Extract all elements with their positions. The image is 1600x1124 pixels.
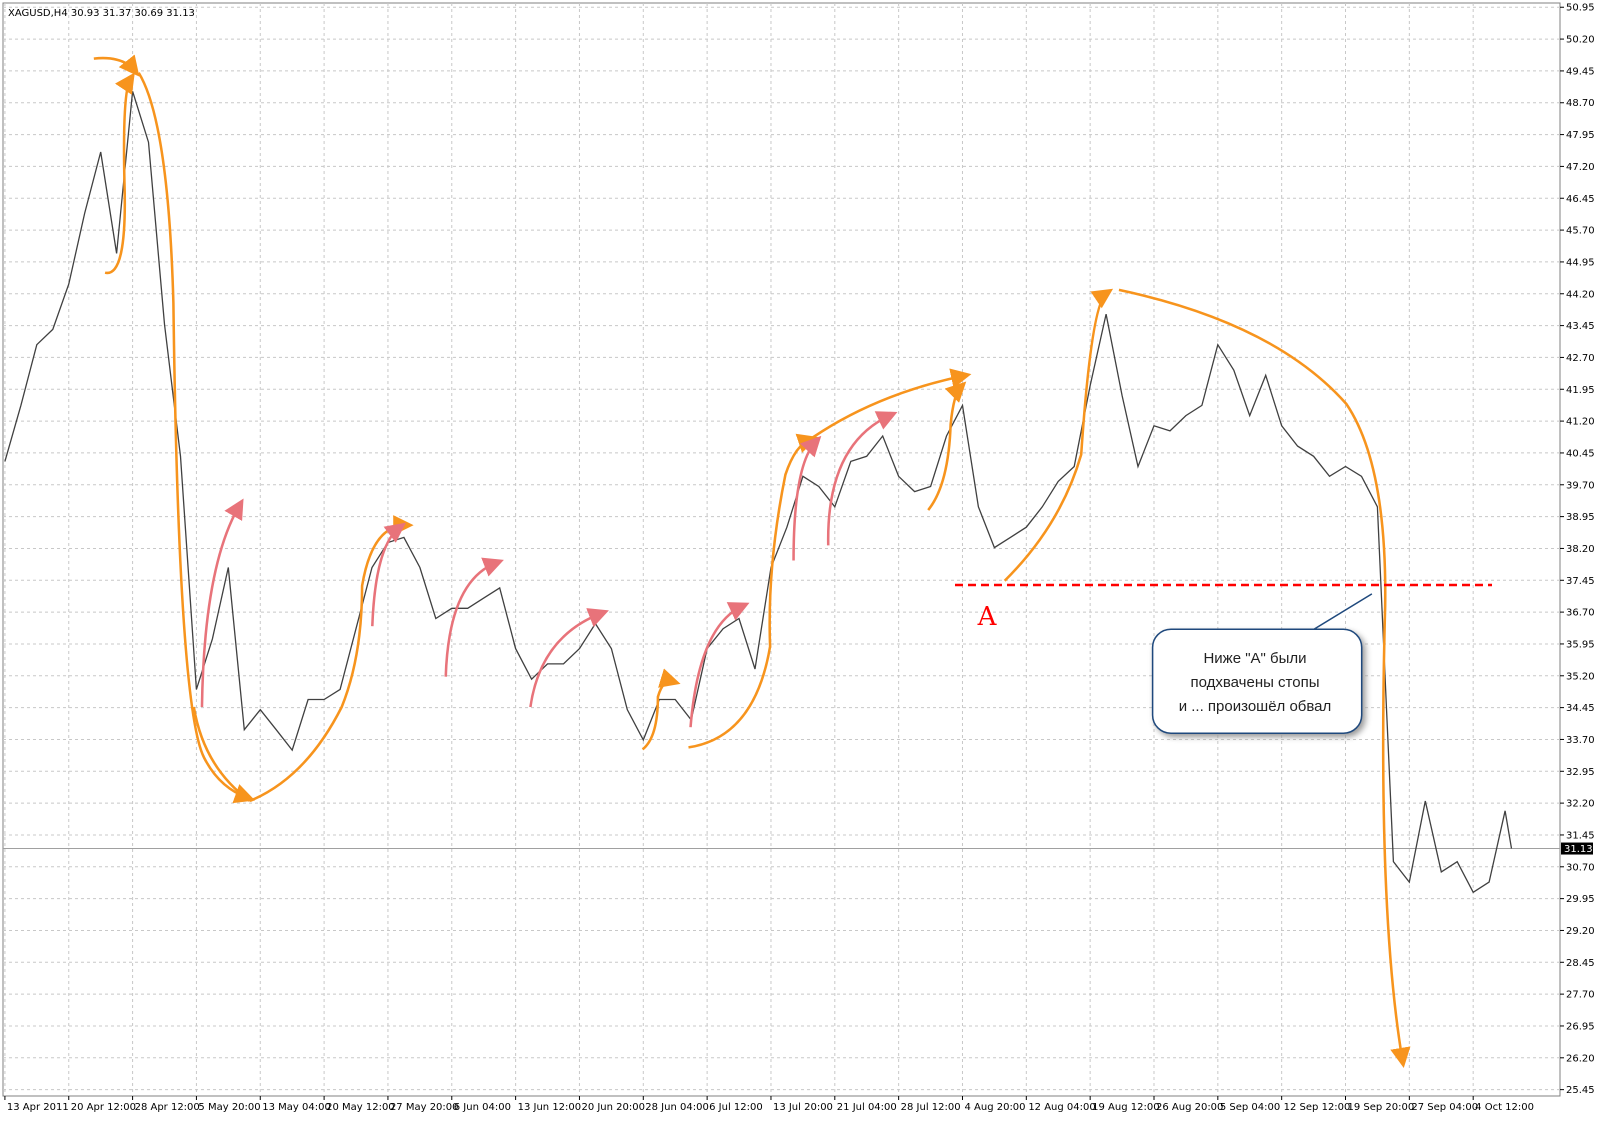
- x-tick-label: 20 Jun 20:00: [581, 1102, 645, 1113]
- y-tick-label: 31.45: [1566, 830, 1595, 841]
- x-tick-label: 13 Jun 12:00: [518, 1102, 582, 1113]
- x-tick-label: 20 Apr 12:00: [71, 1102, 136, 1113]
- chart-title: XAGUSD,H4 30.93 31.37 30.69 31.13: [8, 8, 195, 19]
- y-tick-label: 50.95: [1566, 3, 1595, 14]
- y-tick-label: 35.95: [1566, 639, 1595, 650]
- x-tick-label: 27 May 20:00: [390, 1102, 459, 1113]
- x-tick-label: 6 Jul 12:00: [709, 1102, 763, 1113]
- y-tick-label: 32.95: [1566, 767, 1595, 778]
- y-tick-label: 48.70: [1566, 98, 1595, 109]
- y-tick-label: 42.70: [1566, 353, 1595, 364]
- plot-frame: [2, 2, 1561, 1097]
- y-tick-label: 28.45: [1566, 958, 1595, 969]
- y-tick-label: 29.20: [1566, 926, 1595, 937]
- y-tick-label: 26.95: [1566, 1021, 1595, 1032]
- x-tick-label: 28 Jun 04:00: [645, 1102, 709, 1113]
- y-tick-label: 27.70: [1566, 990, 1595, 1001]
- y-tick-label: 25.45: [1566, 1085, 1595, 1096]
- reference-label: A: [977, 602, 998, 632]
- annotation-arrows: [93, 54, 1411, 1068]
- x-tick-label: 12 Aug 04:00: [1028, 1102, 1095, 1113]
- y-tick-label: 46.45: [1566, 194, 1595, 205]
- x-tick-label: 13 May 04:00: [262, 1102, 331, 1113]
- x-tick-label: 19 Aug 12:00: [1092, 1102, 1159, 1113]
- y-tick-label: 33.70: [1566, 735, 1595, 746]
- x-tick-label: 20 May 12:00: [326, 1102, 395, 1113]
- y-tick-label: 47.95: [1566, 130, 1595, 141]
- y-tick-label: 36.70: [1566, 608, 1595, 619]
- y-tick-label: 38.20: [1566, 544, 1595, 555]
- y-tick-label: 41.95: [1566, 385, 1595, 396]
- y-tick-label: 49.45: [1566, 66, 1595, 77]
- x-tick-label: 27 Sep 04:00: [1411, 1102, 1478, 1113]
- y-tick-label: 47.20: [1566, 162, 1595, 173]
- y-tick-label: 44.95: [1566, 257, 1595, 268]
- y-tick-label: 32.20: [1566, 799, 1595, 810]
- last-price-box: [1561, 842, 1593, 855]
- callout-text: и ... произошёл обвал: [1179, 698, 1332, 715]
- x-tick-label: 4 Aug 20:00: [964, 1102, 1025, 1113]
- y-tick-label: 44.20: [1566, 289, 1595, 300]
- x-tick-label: 5 Sep 04:00: [1220, 1102, 1280, 1113]
- x-tick-label: 26 Aug 20:00: [1156, 1102, 1223, 1113]
- callout-text: Ниже "A" были: [1203, 650, 1306, 667]
- y-tick-label: 29.95: [1566, 894, 1595, 905]
- x-tick-label: 13 Apr 2011: [7, 1102, 69, 1113]
- x-tick-label: 12 Sep 12:00: [1284, 1102, 1351, 1113]
- y-tick-label: 45.70: [1566, 226, 1595, 237]
- x-tick-label: 28 Apr 12:00: [135, 1102, 200, 1113]
- y-tick-label: 30.70: [1566, 862, 1595, 873]
- y-tick-label: 50.20: [1566, 35, 1595, 46]
- y-tick-label: 37.45: [1566, 576, 1595, 587]
- x-tick-label: 21 Jul 04:00: [837, 1102, 897, 1113]
- y-tick-label: 43.45: [1566, 321, 1595, 332]
- x-tick-label: 6 Jun 04:00: [454, 1102, 511, 1113]
- callout-text: подхвачены стопы: [1190, 674, 1319, 691]
- last-price-label: 31.13: [1564, 844, 1593, 855]
- y-tick-label: 40.45: [1566, 448, 1595, 459]
- y-tick-label: 26.20: [1566, 1053, 1595, 1064]
- price-line: [4, 91, 1513, 894]
- y-tick-label: 41.20: [1566, 417, 1595, 428]
- y-tick-label: 35.20: [1566, 671, 1595, 682]
- x-tick-label: 5 May 20:00: [198, 1102, 260, 1113]
- x-tick-label: 28 Jul 12:00: [901, 1102, 961, 1113]
- y-tick-label: 34.45: [1566, 703, 1595, 714]
- y-tick-label: 38.95: [1566, 512, 1595, 523]
- x-tick-label: 13 Jul 20:00: [773, 1102, 833, 1113]
- x-tick-label: 19 Sep 20:00: [1348, 1102, 1415, 1113]
- x-tick-label: 4 Oct 12:00: [1475, 1102, 1534, 1113]
- y-tick-label: 39.70: [1566, 480, 1595, 491]
